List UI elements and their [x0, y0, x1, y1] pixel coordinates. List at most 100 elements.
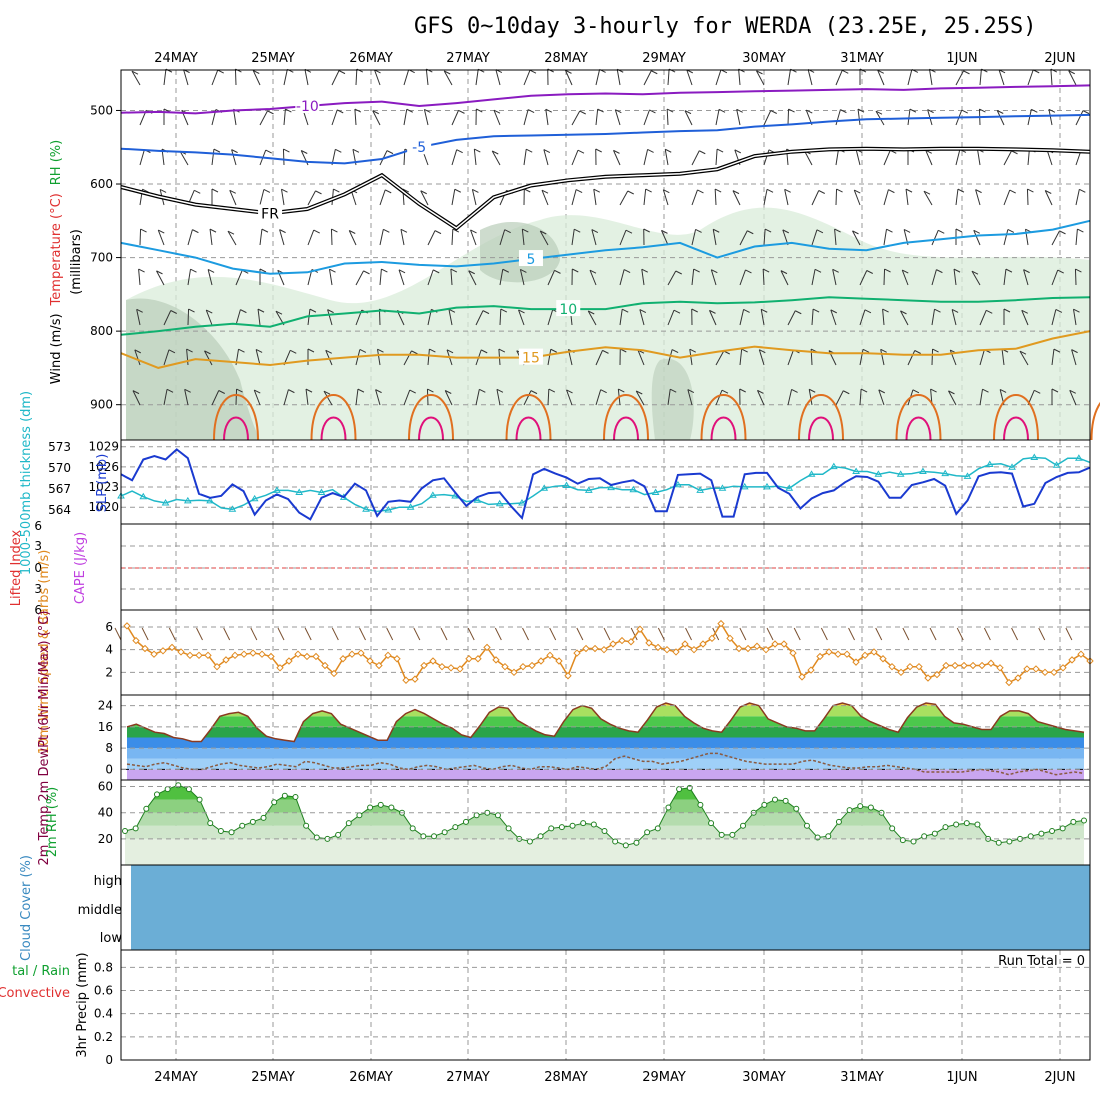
wind-barb-flag	[323, 390, 331, 395]
date-label-top: 29MAY	[642, 51, 686, 66]
wind-barb	[1051, 269, 1059, 286]
wind10m-point	[357, 649, 365, 657]
precip-legend-convective: Convective	[0, 986, 70, 1001]
wind-barb	[211, 69, 219, 86]
y-axis-label-part: RH (%)	[49, 140, 64, 185]
wind-barb	[1075, 189, 1080, 206]
wind-barb-flag	[668, 68, 676, 73]
thickness-point	[963, 472, 972, 479]
wind-barb-flag	[482, 310, 490, 315]
wind-barb	[715, 350, 725, 366]
y-axis-label: Wind (m/s) Temperature (°C) RH (%)	[49, 140, 64, 384]
wind-barb-flag	[764, 228, 772, 233]
rh-point	[1049, 828, 1056, 834]
wind-barb	[398, 269, 405, 286]
wind-barb	[1044, 190, 1053, 206]
wind-barb-flag	[832, 268, 839, 273]
wind-barb	[1026, 188, 1029, 206]
temperature-cell-hot	[515, 416, 542, 441]
wind10m-barb	[793, 627, 801, 641]
wind-barb-flag	[540, 230, 547, 235]
wind10m-point	[1005, 678, 1013, 687]
contour-label-bg	[556, 300, 581, 317]
wind-barb	[231, 149, 237, 166]
wind-barb	[491, 150, 501, 166]
wind-barb	[183, 69, 189, 86]
precip-panel: 0 0.2 0.4 0.6 0.8 Run Total = 0 3hr Precip (mm…	[0, 952, 1090, 1067]
wind-barb-flag	[186, 348, 193, 353]
wind10m-label: 10m Wind Speed & Barbs (m/s)	[37, 550, 52, 755]
wind-barb-flag	[1048, 108, 1056, 113]
wind10m-point	[1059, 664, 1067, 672]
slp-tick-label: 1023	[88, 480, 119, 494]
wind-barb-flag	[166, 388, 174, 393]
wind-barb-flag	[1053, 348, 1061, 353]
wind-barb-flag	[400, 228, 408, 233]
wind-barb	[331, 70, 340, 86]
rh-point	[281, 792, 288, 799]
wind-barb	[523, 149, 527, 166]
wind-barb	[684, 110, 693, 126]
wind-barb	[1069, 390, 1077, 406]
wind-barb-flag	[476, 108, 483, 113]
wind-barb	[977, 149, 981, 166]
wind-barb-flag	[1059, 230, 1066, 235]
rh-point	[974, 821, 981, 828]
wind10m-barb	[820, 627, 828, 641]
wind-barb	[710, 269, 717, 286]
wind-barb-flag	[641, 268, 648, 273]
wind10m-point	[816, 652, 824, 661]
wind-barb	[547, 270, 555, 286]
wind-barb	[305, 389, 309, 406]
wind-barb	[852, 230, 861, 246]
wind-barb-flag	[194, 189, 201, 194]
rh-point	[761, 801, 768, 808]
wind-barb	[667, 389, 671, 406]
wind-barb-flag	[434, 230, 442, 235]
wind-barb	[187, 308, 190, 326]
temp-line	[126, 702, 1085, 743]
wind-barb	[565, 70, 573, 86]
wind-barb	[1075, 110, 1084, 126]
wind-barb-flag	[741, 348, 748, 353]
rh-point	[153, 791, 160, 798]
wind-barb-flag	[816, 229, 824, 234]
wind-barb	[541, 189, 549, 206]
pressure-tick-label: 900	[90, 398, 113, 412]
wind-barb-flag	[315, 190, 322, 195]
wind-barb-flag	[283, 148, 290, 153]
wind-barb	[732, 190, 741, 206]
wind-barb-flag	[204, 350, 211, 355]
wind10m-barb	[331, 627, 339, 641]
wind-barb	[616, 69, 621, 86]
rh-point	[601, 828, 608, 834]
wind-barb-flag	[627, 190, 634, 195]
wind-barb	[1003, 229, 1009, 246]
wind-barb	[971, 270, 981, 286]
wind-barb-flag	[327, 309, 334, 314]
wind-barb	[643, 109, 650, 126]
wind10m-barb	[1065, 627, 1073, 641]
wind10m-point	[870, 648, 878, 656]
wind-barb	[157, 229, 165, 246]
wind-barb	[853, 189, 861, 206]
thickness-point	[584, 486, 593, 493]
wind-barb	[784, 189, 789, 206]
precip-legend-rain: tal / Rain	[12, 964, 70, 979]
rh-tick-label: 60	[98, 780, 113, 794]
wind10m-point	[636, 625, 644, 633]
wind-barb-flag	[359, 349, 367, 353]
temp-tick-label: 0	[105, 762, 113, 776]
wind-barb	[923, 190, 933, 206]
wind10m-point	[546, 651, 554, 660]
wind-barb-flag	[526, 148, 533, 153]
wind-barb-flag	[840, 109, 847, 114]
date-label-bottom: 28MAY	[544, 1070, 588, 1085]
wind-barb-flag	[550, 348, 558, 353]
wind-barb	[227, 230, 237, 246]
date-label-bottom: 2JUN	[1044, 1070, 1075, 1085]
wind10m-point	[564, 672, 572, 680]
rh-point	[217, 828, 224, 834]
wind10m-point	[159, 647, 167, 655]
